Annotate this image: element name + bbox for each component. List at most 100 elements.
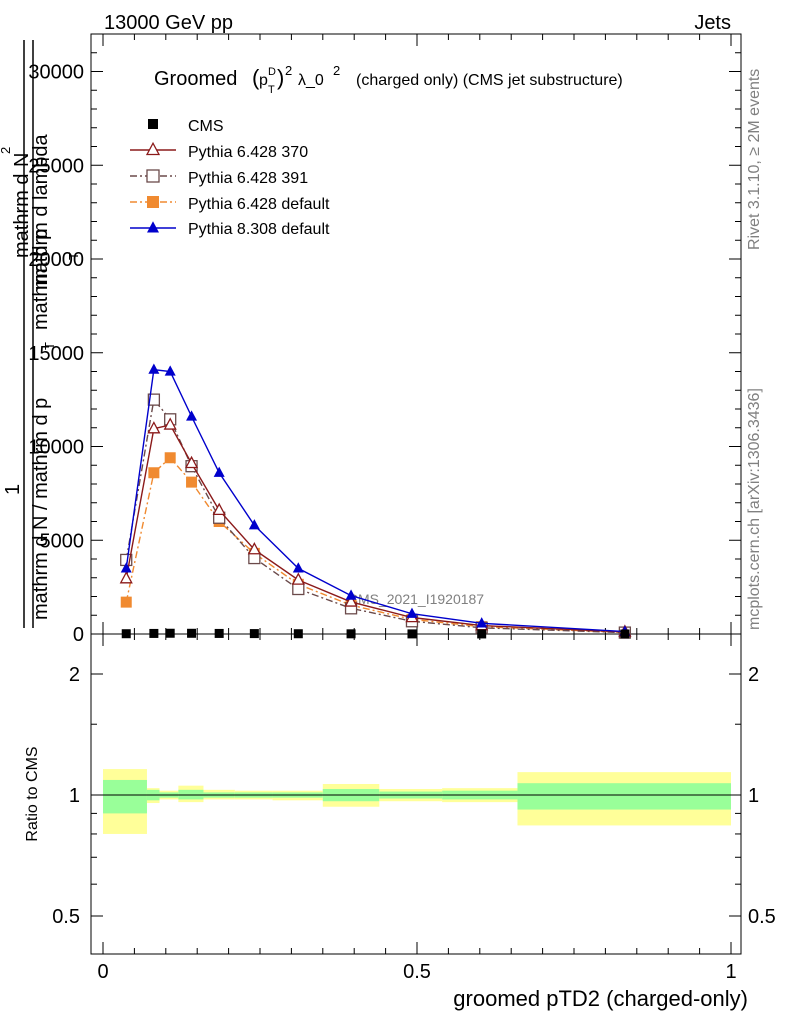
data-point [148,467,160,479]
data-point [119,571,133,584]
data-point [186,476,198,488]
title-exp: 2 [285,63,292,78]
series-0 [121,628,630,639]
data-point [184,455,199,469]
ylabel-sup: 2 [0,147,13,154]
data-point [292,562,304,573]
data-point [249,629,259,639]
title-sub-t: T [268,84,275,96]
ratio-y-tick-label-right: 0.5 [748,906,776,928]
data-point [291,572,305,585]
ylabel-one: 1 [2,484,24,495]
data-point [165,628,175,638]
legend-label: Pythia 6.428 391 [188,170,308,187]
legend: CMS Pythia 6.428 370 Pythia 6.428 391 Py… [130,118,330,238]
ratio-axis-ticks [91,634,741,954]
data-point [476,617,488,628]
data-point [120,596,132,608]
stat-uncertainty-band [517,783,731,810]
header-left: 13000 GeV pp [104,12,233,34]
main-y-tick-labels: 0 5000 10000 15000 20000 25000 30000 [28,62,84,647]
mcplots-label: mcplots.cern.ch [arXiv:1306.3436] [746,388,763,630]
y-tick-label: 10000 [28,437,84,459]
ratio-y-tick-label-right: 1 [748,785,759,807]
data-point [164,365,176,376]
data-point [147,393,161,406]
svg-text:): ) [277,65,284,90]
legend-label: Pythia 6.428 default [188,196,330,213]
ylabel-line1: mathrm d [11,174,33,258]
ylabel-line2: mathrm d p [30,229,52,330]
data-point [214,628,224,638]
legend-label: CMS [188,118,224,135]
data-point [248,519,260,530]
title-suffix: (charged only) (CMS jet substructure) [356,72,623,89]
data-point [148,363,160,374]
title-p: p [259,72,268,89]
title-sup-d: D [268,66,276,78]
ylabel-line2-sub: T [66,252,81,260]
y-tick-label: 15000 [28,343,84,365]
data-point [292,582,305,596]
ylabel-line2b: mathrm d lambda [30,134,52,290]
data-point [213,466,225,477]
main-y-axis-label: 1 mathrm d 2 N mathrm d N / mathrm d p T… [0,40,81,628]
main-series [119,363,632,639]
data-point [164,452,176,464]
title-prefix: Groomed [154,68,237,90]
svg-text:(: ( [252,65,260,90]
ylabel-line3: mathrm d N / mathrm d p [30,398,52,620]
legend-marker [147,196,159,208]
ratio-y-tick-label-right: 2 [748,664,759,686]
x-tick-label: 0 [97,961,108,983]
data-point [212,502,226,516]
data-point [247,542,261,555]
y-tick-label: 30000 [28,62,84,84]
data-point [345,589,357,600]
data-point [293,629,303,639]
main-axis-ticks [91,33,741,635]
series-4 [120,363,631,636]
ratio-y-tick-label: 2 [69,664,80,686]
data-point [477,629,487,639]
data-point [187,628,197,638]
y-tick-label: 5000 [40,530,85,552]
data-point [346,629,356,639]
data-point [620,629,630,639]
data-point [344,594,358,607]
legend-marker [147,221,159,233]
data-point [406,607,418,618]
series-3 [120,452,631,638]
title-exp-b: 2 [333,63,340,78]
header-right: Jets [694,12,731,34]
ylabel-line1b: N [11,153,33,167]
stat-uncertainty-band [103,779,147,814]
plot-title: Groomed ( p D T ) 2 λ_0 2 (charged only)… [154,63,623,96]
x-axis-label: groomed pTD2 (charged-only) [453,986,748,1011]
ratio-y-axis-label: Ratio to CMS [24,746,41,841]
y-tick-label: 0 [73,624,84,646]
data-point [121,629,131,639]
y-tick-label: 25000 [28,155,84,177]
x-tick-label: 1 [725,961,736,983]
rivet-label: Rivet 3.1.10, ≥ 2M events [746,69,763,250]
analysis-watermark: CMS_2021_I1920187 [348,591,484,607]
ratio-x-tick-labels: 0 0.5 1 [97,961,736,983]
ylabel-line3-sub: T [42,342,57,350]
title-lambda: λ_0 [298,72,324,89]
data-point [147,421,161,434]
data-point [407,629,417,639]
legend-marker [148,119,158,129]
ratio-uncertainty-bands [103,769,731,834]
ratio-y-tick-label: 1 [69,785,80,807]
data-point [149,628,159,638]
data-point [120,562,132,573]
legend-marker [145,141,161,156]
legend-marker [146,169,160,183]
ratio-y-tick-labels: 0.5 1 2 0.5 1 2 [52,664,776,928]
x-tick-label: 0.5 [403,961,431,983]
legend-label: Pythia 6.428 370 [188,144,308,161]
data-point [186,410,198,421]
data-point [163,417,177,430]
